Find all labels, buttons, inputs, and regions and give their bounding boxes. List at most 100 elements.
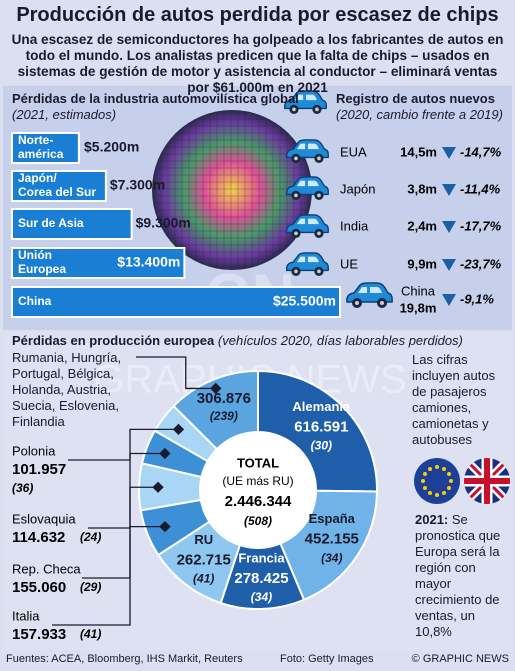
bar-title: Pérdidas de la industria automovilística…: [12, 91, 299, 106]
down-triangle: [442, 294, 456, 306]
leader-line: [88, 452, 165, 529]
bar-subtitle: (2021, estimados): [12, 107, 117, 122]
registrations: 14,5m: [400, 144, 437, 159]
registrations: 2,4m: [407, 218, 437, 233]
slice-value: 101.957: [12, 461, 66, 478]
slice-value: 155.060: [12, 579, 66, 596]
slice-days: (34): [321, 551, 342, 565]
line: Europea: [18, 262, 66, 276]
donut-slice: [279, 489, 379, 602]
category-label: Norte-américa: [18, 133, 64, 161]
leader-line: [136, 356, 216, 390]
leader-line: [82, 486, 159, 579]
registrations: 9,9m: [407, 256, 437, 271]
pie-title: Pérdidas en producción europea: [12, 333, 215, 348]
bar: [11, 247, 186, 279]
country: Japón: [340, 181, 375, 196]
value-label: $7.300m: [110, 177, 165, 193]
down-triangle: [442, 184, 456, 196]
slice-categories: Alemania: [292, 399, 351, 414]
sources: Fuentes: ACEA, Bloomberg, IHS Markit, Re…: [6, 653, 243, 665]
category-label: Japón/Corea del Sur: [18, 171, 96, 199]
slice-value_labels: 262.715: [177, 552, 231, 569]
slice-categories: RU: [194, 532, 213, 547]
change: -14,7%: [460, 144, 502, 159]
slice-category: Rep. Checa: [12, 561, 81, 576]
wafer-grid: [152, 110, 312, 270]
slice-days: (30): [311, 439, 332, 453]
leader-line: [68, 428, 179, 461]
value-label: $5.200m: [84, 139, 139, 155]
total-value: 2.446.344: [225, 493, 292, 510]
registration-subtitle: (2020, cambio frente a 2019): [336, 107, 503, 122]
value-label: $9.300m: [136, 215, 191, 231]
category-label: Sur de Asia: [18, 216, 84, 230]
leader-dot: [172, 423, 185, 436]
title: Producción de autos perdida por escasez …: [16, 4, 499, 26]
forecast-note: 2021: Se pronostica que Europa será la r…: [415, 512, 511, 640]
leader-dot: [159, 520, 171, 533]
change: -17,7%: [460, 218, 502, 233]
credit: © GRAPHIC NEWS: [411, 653, 509, 665]
bar: [11, 170, 107, 202]
slice-days: (29): [80, 580, 101, 594]
other-countries: Rumania, Hungría, Portugal, Bélgica, Hol…: [12, 350, 122, 429]
slice-days: (41): [80, 627, 101, 641]
leader-dot: [159, 447, 171, 460]
flags: [414, 458, 510, 504]
total-note: (UE más RU): [222, 474, 293, 488]
registrations: 19,8m: [400, 300, 437, 315]
leader-dot: [210, 382, 222, 395]
slice-days: (34): [251, 590, 272, 604]
registrations: 3,8m: [407, 181, 437, 196]
pie-heading: Pérdidas en producción europea (vehículo…: [12, 333, 512, 348]
registration-title: Registro de autos nuevos: [336, 91, 495, 106]
slice-value: 114.632: [12, 529, 65, 546]
slice-days: (36): [12, 481, 33, 495]
total-title: TOTAL: [237, 455, 279, 470]
slice-days: (239): [210, 409, 238, 423]
country: China: [401, 283, 436, 298]
slice-value: 157.933: [12, 626, 66, 643]
bar: [11, 286, 341, 318]
slice-value_labels: 452.155: [305, 531, 359, 548]
down-triangle: [442, 259, 456, 271]
category-label: Unión Europea: [18, 248, 66, 276]
slice-days: (24): [80, 530, 101, 544]
slice-value_labels: 616.591: [294, 418, 348, 435]
slice-value_labels: 278.425: [234, 570, 288, 587]
line: Japón/: [18, 171, 57, 185]
value-label: $13.400m: [117, 254, 180, 270]
slice-category: Italia: [12, 608, 40, 623]
registration-heading: Registro de autos nuevos (2020, cambio fr…: [336, 91, 514, 123]
bar: [11, 132, 80, 164]
line: Unión: [18, 248, 52, 262]
country: India: [340, 218, 369, 233]
slice-value_labels: 306.876: [197, 390, 251, 407]
bar-heading: Pérdidas de la industria automovilística…: [12, 91, 312, 123]
value-label: $25.500m: [273, 293, 336, 309]
country: EUA: [340, 144, 367, 159]
forecast-text: Se pronostica que Europa será la región …: [415, 512, 501, 639]
change: -9,1%: [460, 291, 494, 306]
slice-category: Polonia: [12, 443, 56, 458]
donut-slice: [172, 369, 259, 451]
change: -23,7%: [460, 256, 502, 271]
slice-categories: Francia: [238, 550, 285, 565]
subtitle: Una escasez de semiconductores ha golpea…: [11, 32, 504, 95]
country: UE: [340, 256, 358, 271]
pie-subtitle: (vehículos 2020, días laborables perdido…: [217, 333, 463, 348]
down-triangle: [442, 221, 456, 233]
line: Corea del Sur: [18, 185, 96, 199]
donut-slice: [257, 369, 378, 493]
slice-category: Eslovaquia: [12, 511, 76, 526]
donut-hole: [201, 433, 315, 547]
slice-days: (41): [193, 572, 214, 586]
down-triangle: [442, 147, 456, 159]
vehicles-note: Las cifras incluyen autos de pasajeros c…: [412, 352, 496, 447]
photo-credit: Foto: Getty Images: [280, 653, 374, 665]
change: -11,4%: [460, 181, 501, 196]
category-label: China: [18, 294, 52, 308]
line: américa: [18, 147, 64, 161]
